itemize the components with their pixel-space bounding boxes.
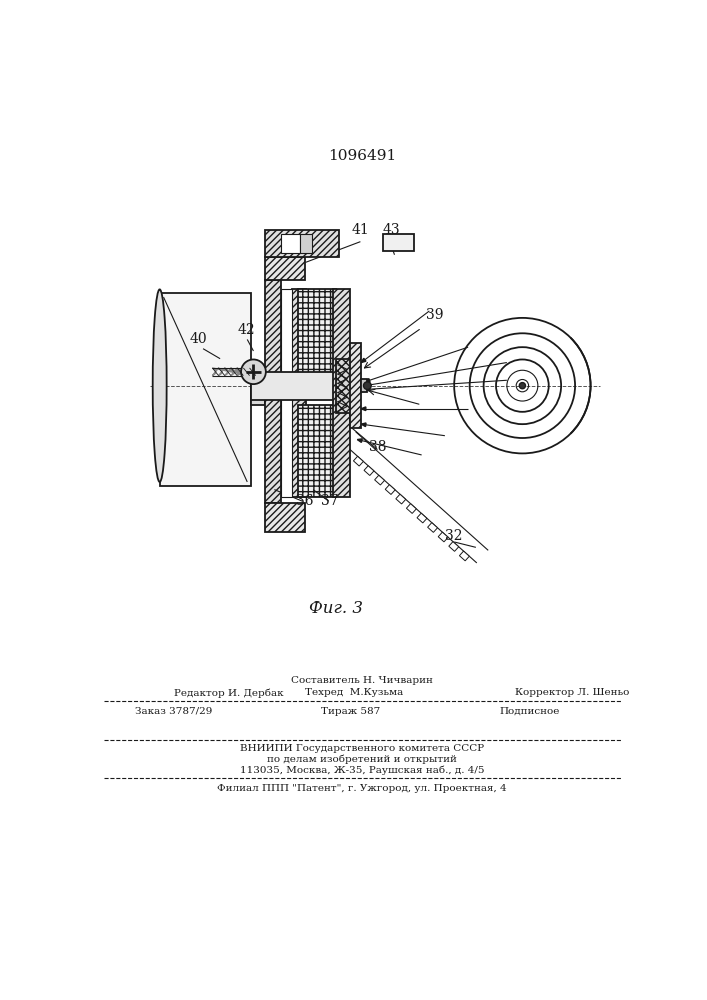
Circle shape	[519, 383, 525, 389]
Text: 41: 41	[352, 223, 370, 237]
Text: 36: 36	[296, 494, 314, 508]
Bar	[332, 289, 349, 497]
Polygon shape	[385, 485, 395, 494]
Polygon shape	[365, 383, 370, 387]
Text: ВНИИПИ Государственного комитета СССР: ВНИИПИ Государственного комитета СССР	[240, 744, 484, 753]
Bar	[265, 230, 339, 257]
Text: Заказ 3787/29: Заказ 3787/29	[135, 707, 212, 716]
Bar	[300, 234, 312, 253]
Text: Редактор И. Дербак: Редактор И. Дербак	[174, 688, 284, 698]
Polygon shape	[361, 423, 366, 427]
Text: по делам изобретений и открытий: по делам изобретений и открытий	[267, 754, 457, 764]
Text: 42: 42	[238, 323, 255, 337]
Polygon shape	[365, 379, 370, 382]
Polygon shape	[428, 523, 438, 532]
Bar	[298, 405, 337, 497]
Text: Составитель Н. Чичварин: Составитель Н. Чичварин	[291, 676, 433, 685]
Text: Техред  М.Кузьма: Техред М.Кузьма	[305, 688, 404, 697]
Bar	[292, 289, 306, 497]
Circle shape	[241, 359, 266, 384]
Polygon shape	[460, 551, 469, 561]
Polygon shape	[375, 475, 385, 485]
Text: Корректор Л. Шеньо: Корректор Л. Шеньо	[515, 688, 629, 697]
Polygon shape	[357, 439, 362, 442]
Polygon shape	[417, 513, 427, 523]
Bar	[265, 503, 305, 532]
Polygon shape	[361, 407, 366, 411]
Text: 40: 40	[189, 332, 206, 346]
Bar	[383, 234, 414, 251]
Bar	[265, 280, 281, 503]
Text: 43: 43	[383, 223, 400, 237]
Bar	[265, 257, 305, 280]
Text: Филиал ППП "Патент", г. Ужгород, ул. Проектная, 4: Филиал ППП "Патент", г. Ужгород, ул. Про…	[217, 784, 507, 793]
Polygon shape	[212, 368, 252, 376]
Polygon shape	[361, 358, 366, 363]
Bar	[251, 366, 265, 405]
Bar	[337, 359, 358, 413]
Text: Фиг. 3: Фиг. 3	[309, 600, 363, 617]
Polygon shape	[449, 542, 459, 551]
Text: Тираж 587: Тираж 587	[321, 707, 380, 716]
Text: 38: 38	[369, 440, 387, 454]
Bar	[298, 289, 337, 382]
Circle shape	[363, 382, 371, 390]
Polygon shape	[364, 466, 374, 475]
Bar	[349, 343, 361, 428]
Text: 32: 32	[445, 529, 462, 543]
Polygon shape	[407, 504, 416, 513]
Polygon shape	[396, 494, 406, 504]
Bar	[251, 372, 358, 400]
Polygon shape	[438, 532, 448, 542]
Bar	[160, 293, 251, 486]
Text: 37: 37	[321, 494, 339, 508]
Bar	[281, 234, 300, 253]
Text: 39: 39	[426, 308, 443, 322]
Text: 113035, Москва, Ж-35, Раушская наб., д. 4/5: 113035, Москва, Ж-35, Раушская наб., д. …	[240, 765, 484, 775]
Text: Подписное: Подписное	[499, 707, 559, 716]
Bar	[361, 379, 368, 392]
Bar	[281, 289, 292, 497]
Polygon shape	[354, 456, 363, 466]
Polygon shape	[365, 387, 370, 391]
Text: 1096491: 1096491	[328, 149, 396, 163]
Ellipse shape	[153, 289, 167, 482]
